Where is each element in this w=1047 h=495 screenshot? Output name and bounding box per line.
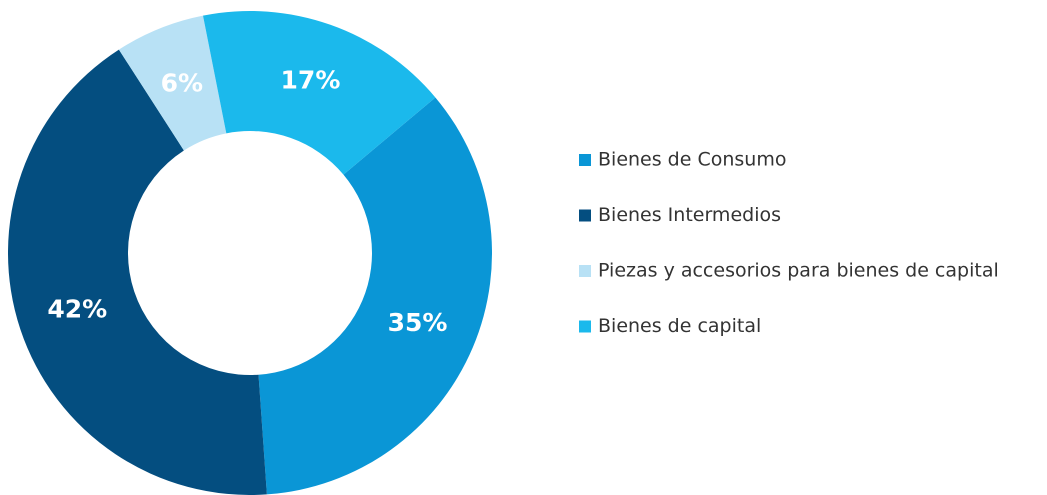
donut-slice bbox=[202, 11, 436, 175]
slice-label: 35% bbox=[388, 308, 448, 337]
donut-slice bbox=[118, 15, 227, 151]
donut-slice bbox=[258, 97, 492, 495]
legend-swatch bbox=[579, 209, 591, 222]
legend-label: Bienes de Consumo bbox=[598, 149, 786, 171]
slice-label: 17% bbox=[281, 65, 341, 94]
legend-label: Piezas y accesorios para bienes de capit… bbox=[598, 260, 999, 282]
legend-swatch bbox=[579, 154, 591, 166]
legend-swatch bbox=[579, 265, 591, 277]
legend-label: Bienes Intermedios bbox=[598, 204, 781, 226]
slice-label: 42% bbox=[47, 294, 107, 323]
legend-label: Bienes de capital bbox=[598, 315, 761, 337]
legend-swatch bbox=[579, 320, 591, 333]
slice-label: 6% bbox=[161, 68, 203, 97]
donut-slice bbox=[7, 49, 267, 495]
